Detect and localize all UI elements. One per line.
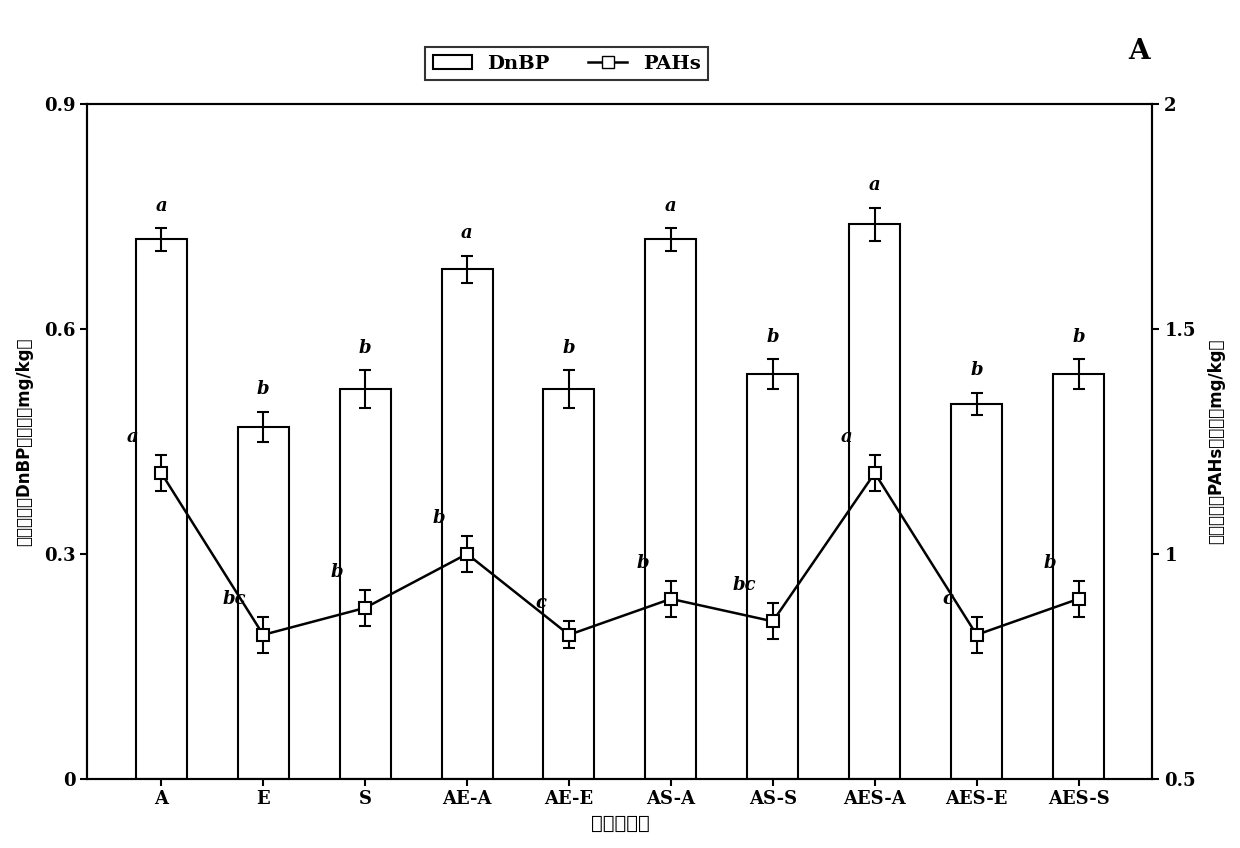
Text: a: a — [155, 197, 167, 215]
Text: b: b — [358, 339, 372, 357]
Text: a: a — [869, 176, 880, 194]
Text: b: b — [636, 554, 649, 572]
Text: b: b — [330, 563, 343, 581]
Text: a: a — [126, 428, 139, 446]
Text: bc: bc — [223, 590, 247, 608]
Bar — [238, 427, 289, 778]
Bar — [849, 225, 900, 778]
Bar — [951, 404, 1002, 778]
Text: c: c — [942, 590, 954, 608]
Text: b: b — [257, 380, 269, 398]
Bar — [1053, 374, 1104, 778]
Y-axis label: 植物地上部PAHs的含量（mg/kg）: 植物地上部PAHs的含量（mg/kg） — [1207, 339, 1225, 544]
Bar — [136, 239, 187, 778]
X-axis label: 植物处理组: 植物处理组 — [590, 814, 650, 833]
Text: b: b — [1044, 554, 1056, 572]
Text: b: b — [1073, 327, 1085, 346]
Bar — [340, 389, 391, 778]
Text: b: b — [563, 339, 575, 357]
Y-axis label: 植物地上部DnBP的含量（mg/kg）: 植物地上部DnBP的含量（mg/kg） — [15, 338, 33, 546]
Text: b: b — [766, 327, 779, 346]
Legend: DnBP, PAHs: DnBP, PAHs — [425, 47, 708, 81]
Text: b: b — [433, 509, 445, 527]
Text: a: a — [461, 225, 472, 243]
Bar — [645, 239, 697, 778]
Bar — [748, 374, 799, 778]
Text: A: A — [1128, 38, 1149, 65]
Text: a: a — [841, 428, 852, 446]
Bar — [441, 270, 492, 778]
Text: bc: bc — [733, 577, 756, 594]
Bar — [543, 389, 594, 778]
Text: b: b — [971, 361, 983, 379]
Text: a: a — [665, 197, 677, 215]
Text: c: c — [534, 594, 546, 612]
